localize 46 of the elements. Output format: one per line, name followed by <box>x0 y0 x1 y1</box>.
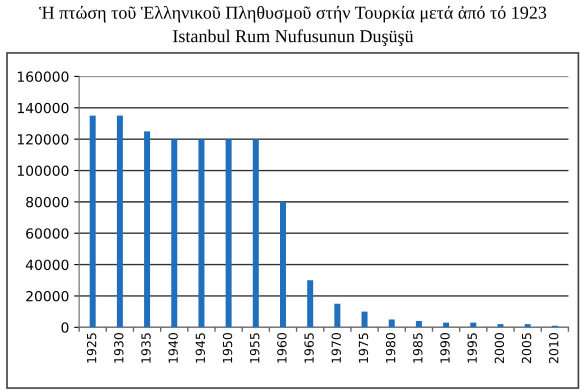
x-tick-label: 1985 <box>413 333 423 363</box>
x-tick-label: 1960 <box>277 333 287 363</box>
bar <box>334 304 340 328</box>
bar <box>280 202 286 328</box>
bar <box>198 139 204 328</box>
x-tick-label: 2010 <box>549 333 558 364</box>
x-tick-label: 1975 <box>358 333 368 363</box>
x-tick-label: 1970 <box>332 333 341 363</box>
y-tick-label: 60000 <box>26 228 68 239</box>
x-tick-label: 1965 <box>304 333 314 363</box>
x-tick-label: 2000 <box>494 333 504 364</box>
y-tick-label: 140000 <box>18 102 68 114</box>
y-tick-label: 80000 <box>26 196 68 208</box>
x-tick-label: 1995 <box>467 333 477 363</box>
bar <box>144 131 150 328</box>
y-tick-label: 160000 <box>18 71 68 82</box>
x-tick-label: 1925 <box>86 333 96 363</box>
bar <box>252 139 259 328</box>
bar <box>90 116 96 328</box>
chart-subtitle: Istanbul Rum Nufusunun Duşüşü <box>173 29 414 46</box>
bar <box>497 324 504 328</box>
bar <box>388 319 395 328</box>
bar <box>470 322 476 328</box>
bar <box>524 324 531 328</box>
x-tick-label: 1990 <box>440 333 450 363</box>
y-tick-label: 40000 <box>26 260 68 270</box>
x-tick-label: 1955 <box>250 333 260 363</box>
bar <box>226 139 232 328</box>
x-tick-label: 1980 <box>386 333 396 363</box>
x-tick-label: 2005 <box>522 333 532 364</box>
x-tick-label: 1945 <box>196 333 206 363</box>
bar <box>416 321 422 328</box>
y-tick-label: 100000 <box>18 165 68 176</box>
bar <box>116 116 123 328</box>
x-tick-label: 1930 <box>114 333 124 363</box>
bar <box>362 312 368 328</box>
y-tick-label: 0 <box>61 322 68 333</box>
x-tick-label: 1950 <box>222 333 232 363</box>
y-tick-label: 120000 <box>18 134 68 145</box>
x-tick-label: 1935 <box>141 333 151 363</box>
y-tick-label: 20000 <box>26 290 68 302</box>
bar <box>171 139 178 328</box>
bar <box>443 322 450 328</box>
bar <box>307 280 314 328</box>
chart-title: Ἡ πτώση τοῦ Ἑλληνικοῦ Πληθυσμοῦ στήν Τουρκία μετά ἀπό τό 1923 <box>39 6 546 22</box>
x-tick-label: 1940 <box>168 333 178 363</box>
